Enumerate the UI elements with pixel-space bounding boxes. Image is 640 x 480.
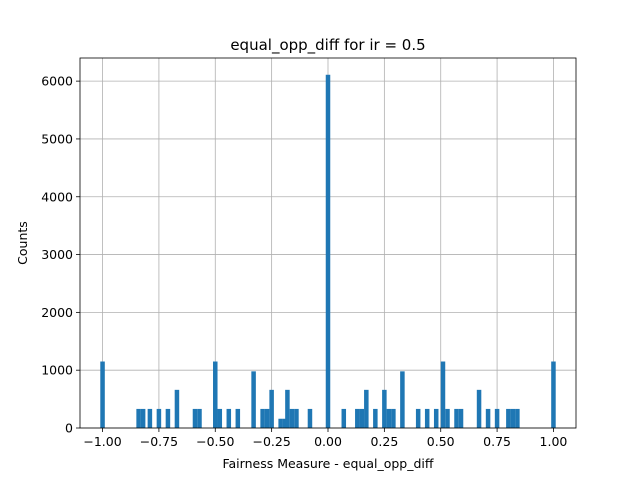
y-tick-label: 1000: [41, 363, 73, 378]
histogram-bar: [174, 389, 180, 428]
histogram-bar: [485, 408, 491, 428]
histogram-bar: [506, 408, 511, 428]
x-tick-label: 0.75: [483, 434, 511, 449]
histogram-bar: [264, 408, 270, 428]
y-tick-label: 4000: [41, 189, 73, 204]
histogram-bar: [289, 408, 295, 428]
histogram-bar: [386, 408, 392, 428]
x-tick-label: −1.00: [83, 434, 121, 449]
y-tick-label: 2000: [41, 305, 73, 320]
x-axis-label: Fairness Measure - equal_opp_diff: [222, 456, 433, 471]
y-tick-label: 5000: [41, 131, 73, 146]
x-tick-label: −0.50: [196, 434, 234, 449]
y-tick-label: 6000: [41, 74, 73, 89]
histogram-bar: [217, 408, 223, 428]
histogram-bar: [294, 408, 299, 428]
x-tick-label: 0.00: [314, 434, 342, 449]
histogram-bar: [433, 408, 439, 428]
y-tick-label: 0: [65, 421, 73, 436]
histogram-bar: [140, 408, 146, 428]
histogram-bar: [424, 408, 430, 428]
histogram-bar: [458, 408, 464, 428]
histogram-bar: [415, 408, 421, 428]
y-tick-label: 3000: [41, 247, 73, 262]
histogram-bar: [445, 408, 450, 428]
histogram-bar: [373, 408, 378, 428]
x-tick-label: 0.50: [427, 434, 455, 449]
histogram-bar: [359, 408, 365, 428]
histogram-bar: [147, 408, 153, 428]
histogram-bar: [476, 389, 482, 428]
histogram-bar: [260, 408, 265, 428]
histogram-bar: [136, 408, 141, 428]
x-tick-label: 0.25: [370, 434, 398, 449]
histogram-bar: [197, 408, 202, 428]
histogram-bar: [278, 418, 283, 428]
x-axis-ticks: −1.00 −0.75 −0.50 −0.25 0.00 0.25 0.50 0.75 1.00: [83, 428, 567, 449]
histogram-bar: [440, 361, 446, 428]
histogram-bar: [251, 371, 256, 428]
histogram-bar: [391, 408, 396, 428]
histogram-bar: [364, 389, 369, 428]
histogram-bar: [285, 389, 290, 428]
histogram-bar: [325, 74, 331, 428]
histogram-bar: [510, 408, 516, 428]
histogram-bar: [165, 408, 171, 428]
histogram-bar: [494, 408, 500, 428]
histogram-bar: [100, 361, 105, 428]
histogram-bar: [192, 408, 198, 428]
histogram-bar: [454, 408, 459, 428]
histogram-bar: [226, 408, 232, 428]
histogram-bar: [515, 408, 520, 428]
x-tick-label: −0.25: [252, 434, 290, 449]
histogram-bar: [400, 371, 405, 428]
y-axis-ticks: 0 1000 2000 3000 4000 5000 6000: [41, 74, 80, 436]
chart-title: equal_opp_diff for ir = 0.5: [230, 36, 425, 55]
histogram-bar: [235, 408, 241, 428]
histogram-bars: [100, 74, 556, 428]
histogram-bar: [382, 389, 387, 428]
histogram-bar: [269, 389, 274, 428]
histogram-bar: [551, 361, 556, 428]
histogram-bar: [307, 408, 313, 428]
histogram-bar: [355, 408, 360, 428]
x-tick-label: 1.00: [540, 434, 568, 449]
x-tick-label: −0.75: [140, 434, 178, 449]
histogram-bar: [213, 361, 218, 428]
y-axis-label: Counts: [15, 221, 30, 265]
histogram-bar: [156, 408, 162, 428]
histogram-bar: [341, 408, 347, 428]
